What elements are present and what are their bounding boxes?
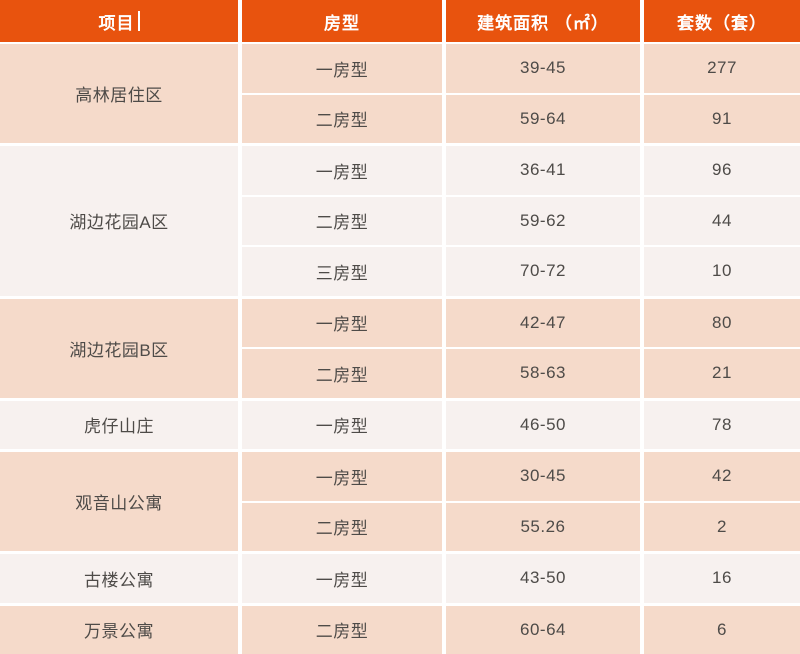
column-header-unit-count[interactable]: 套数（套） [644,0,800,42]
unit-count-cell[interactable]: 91 [644,94,800,143]
room-type-cell[interactable]: 一房型 [242,44,442,93]
unit-count-cell[interactable]: 16 [644,554,800,603]
room-type-cell[interactable]: 二房型 [242,502,442,551]
area-cell[interactable]: 30-45 [446,452,640,501]
column-header-project[interactable]: 项目 [0,0,238,42]
area-cell[interactable]: 46-50 [446,400,640,449]
unit-count-cell[interactable]: 44 [644,196,800,245]
unit-count-cell[interactable]: 42 [644,452,800,501]
area-cell[interactable]: 36-41 [446,146,640,195]
area-cell[interactable]: 55.26 [446,502,640,551]
area-cell[interactable]: 42-47 [446,298,640,347]
room-type-cell[interactable]: 一房型 [242,298,442,347]
room-type-cell[interactable]: 二房型 [242,605,442,654]
column-header-room-type[interactable]: 房型 [242,0,442,42]
column-header-project-label: 项目 [98,13,135,33]
room-type-cell[interactable]: 一房型 [242,554,442,603]
room-type-cell[interactable]: 二房型 [242,196,442,245]
project-group: 高林居住区 一房型 39-45 277 二房型 59-64 91 [0,44,800,143]
room-type-cell[interactable]: 三房型 [242,247,442,296]
area-cell[interactable]: 70-72 [446,247,640,296]
project-group: 观音山公寓 一房型 30-45 42 二房型 55.26 2 [0,452,800,551]
unit-count-cell[interactable]: 21 [644,349,800,398]
unit-count-cell[interactable]: 6 [644,605,800,654]
unit-count-cell[interactable]: 80 [644,298,800,347]
project-name-cell[interactable]: 古楼公寓 [0,554,238,603]
room-type-cell[interactable]: 一房型 [242,146,442,195]
project-group: 万景公寓 二房型 60-64 6 [0,605,800,654]
room-type-cell[interactable]: 二房型 [242,349,442,398]
room-type-cell[interactable]: 一房型 [242,452,442,501]
project-name-cell[interactable]: 高林居住区 [0,44,238,143]
area-cell[interactable]: 59-64 [446,94,640,143]
project-name-cell[interactable]: 虎仔山庄 [0,400,238,449]
project-group: 湖边花园B区 一房型 42-47 80 二房型 58-63 21 [0,298,800,398]
project-name-cell[interactable]: 万景公寓 [0,605,238,654]
project-name-cell[interactable]: 湖边花园B区 [0,298,238,398]
text-cursor [137,11,140,31]
area-cell[interactable]: 59-62 [446,196,640,245]
unit-count-cell[interactable]: 78 [644,400,800,449]
project-name-cell[interactable]: 观音山公寓 [0,452,238,551]
area-cell[interactable]: 39-45 [446,44,640,93]
area-cell[interactable]: 58-63 [446,349,640,398]
unit-count-cell[interactable]: 10 [644,247,800,296]
column-header-floor-area[interactable]: 建筑面积 （㎡） [446,0,640,42]
project-group: 湖边花园A区 一房型 36-41 96 二房型 59-62 44 三房型 70-72 10 [0,146,800,296]
unit-count-cell[interactable]: 96 [644,146,800,195]
area-cell[interactable]: 43-50 [446,554,640,603]
project-name-cell[interactable]: 湖边花园A区 [0,146,238,296]
project-group: 虎仔山庄 一房型 46-50 78 [0,400,800,449]
table-body: 高林居住区 一房型 39-45 277 二房型 59-64 91 湖边花园A区 一房型 36-41… [0,44,800,654]
unit-count-cell[interactable]: 277 [644,44,800,93]
table-header: 项目 房型 建筑面积 （㎡） 套数（套） [0,0,800,42]
project-group: 古楼公寓 一房型 43-50 16 [0,554,800,603]
unit-count-cell[interactable]: 2 [644,502,800,551]
room-type-cell[interactable]: 一房型 [242,400,442,449]
room-type-cell[interactable]: 二房型 [242,94,442,143]
area-cell[interactable]: 60-64 [446,605,640,654]
